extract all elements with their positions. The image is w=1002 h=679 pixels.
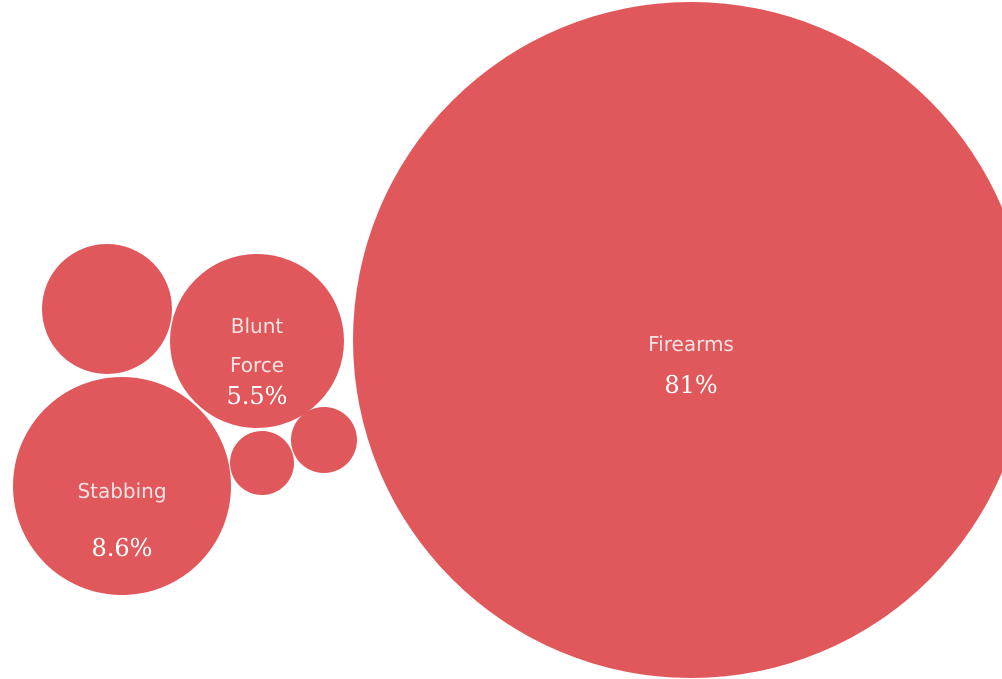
bubble-firearms (353, 2, 1002, 678)
bubble-blunt-force (170, 254, 344, 428)
bubble-unlabeled-5 (291, 407, 357, 473)
bubble-label: Firearms (648, 332, 734, 356)
bubble-value-label: 81% (664, 371, 717, 399)
bubble-label: Force (230, 353, 284, 377)
bubble-stabbing (13, 377, 231, 595)
bubble-unlabeled-4 (230, 431, 294, 495)
bubble-value-label: 5.5% (227, 382, 288, 410)
bubble-unlabeled-3 (42, 244, 172, 374)
bubble-value-label: 8.6% (92, 534, 153, 562)
bubble-label: Stabbing (77, 479, 166, 503)
bubble-label: Blunt (231, 314, 284, 338)
